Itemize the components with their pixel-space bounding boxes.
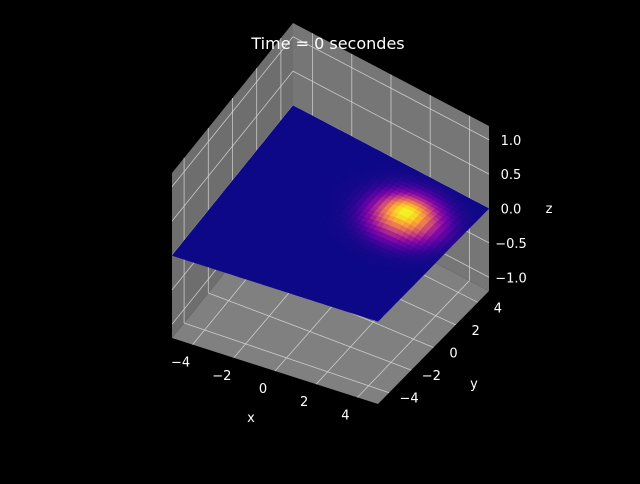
y-tick-label: −2 [422, 369, 441, 384]
chart-title: Time = 0 secondes [250, 34, 404, 53]
z-tick-label: 1.0 [501, 134, 522, 149]
y-axis-label: y [470, 377, 478, 392]
x-tick-label: 0 [259, 382, 267, 397]
floor-gridline-y [183, 322, 390, 394]
y-tick-label: 0 [449, 347, 457, 362]
surface-plot [171, 105, 490, 322]
x-tick-label: −2 [212, 369, 231, 384]
z-tick-label: −1.0 [495, 271, 527, 286]
wall-gridline-z [171, 70, 490, 222]
z-tick-label: 0.5 [501, 168, 522, 183]
x-tick-label: 4 [341, 408, 349, 423]
wall-gridline-z [171, 36, 490, 188]
x-tick-label: 2 [300, 395, 308, 410]
surface-cell [372, 316, 382, 322]
y-tick-label: −4 [400, 392, 419, 407]
floor-gridline-y [208, 292, 412, 371]
x-tick-label: −4 [171, 356, 190, 371]
z-tick-label: 0.0 [501, 203, 522, 218]
y-tick-label: 4 [494, 301, 502, 316]
z-axis-label: z [546, 202, 553, 217]
y-tick-label: 2 [472, 324, 480, 339]
z-tick-label: −0.5 [495, 237, 527, 252]
x-axis-label: x [247, 411, 255, 426]
